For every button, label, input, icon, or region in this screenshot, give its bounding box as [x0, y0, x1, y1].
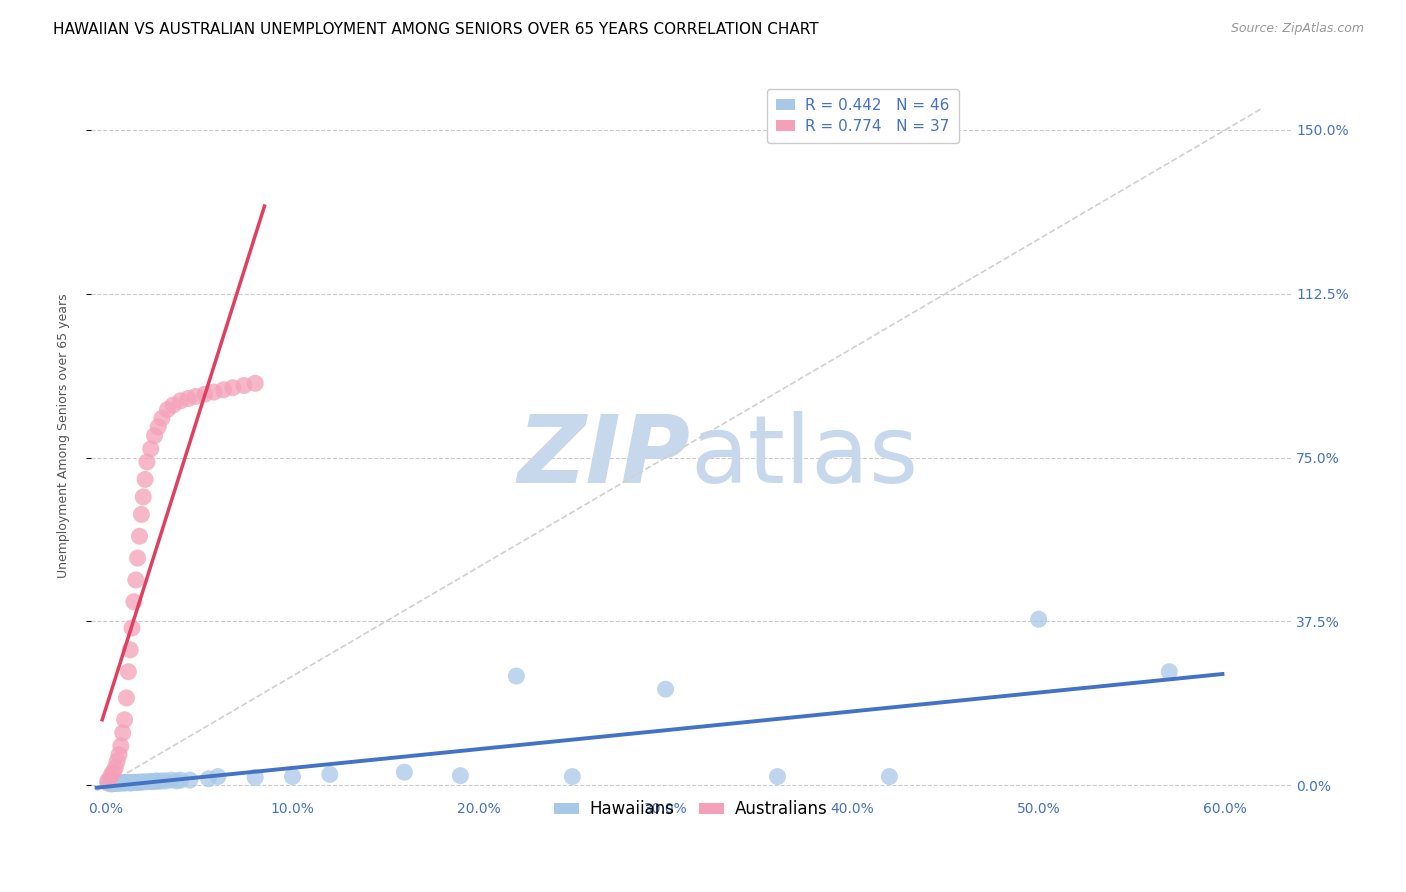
Point	[449, 769, 471, 783]
Point	[561, 770, 583, 784]
Point	[122, 775, 145, 789]
Point	[114, 713, 136, 727]
Text: HAWAIIAN VS AUSTRALIAN UNEMPLOYMENT AMONG SENIORS OVER 65 YEARS CORRELATION CHAR: HAWAIIAN VS AUSTRALIAN UNEMPLOYMENT AMON…	[53, 22, 820, 37]
Point	[766, 770, 789, 784]
Point	[150, 411, 173, 425]
Point	[146, 774, 169, 789]
Point	[222, 381, 245, 395]
Point	[177, 392, 200, 406]
Point	[131, 508, 153, 522]
Point	[104, 776, 127, 790]
Point	[122, 595, 145, 609]
Point	[108, 747, 131, 762]
Point	[131, 775, 153, 789]
Point	[184, 389, 207, 403]
Point	[100, 777, 122, 791]
Point	[108, 776, 131, 790]
Point	[1028, 612, 1050, 626]
Text: atlas: atlas	[690, 411, 920, 503]
Point	[104, 775, 127, 789]
Legend: Hawaiians, Australians: Hawaiians, Australians	[548, 794, 834, 825]
Point	[98, 776, 121, 790]
Y-axis label: Unemployment Among Seniors over 65 years: Unemployment Among Seniors over 65 years	[58, 293, 70, 578]
Point	[97, 776, 120, 790]
Point	[243, 376, 266, 391]
Point	[121, 621, 143, 635]
Point	[132, 774, 155, 789]
Point	[166, 773, 188, 788]
Point	[505, 669, 527, 683]
Point	[121, 775, 143, 789]
Point	[156, 402, 179, 417]
Point	[281, 770, 304, 784]
Point	[207, 770, 229, 784]
Point	[143, 428, 166, 442]
Point	[117, 665, 139, 679]
Point	[104, 761, 127, 775]
Point	[145, 773, 167, 788]
Point	[98, 772, 121, 786]
Point	[160, 773, 183, 788]
Point	[125, 775, 148, 789]
Point	[105, 776, 128, 790]
Point	[114, 776, 136, 790]
Point	[150, 773, 173, 788]
Point	[115, 690, 138, 705]
Point	[136, 774, 159, 789]
Point	[212, 383, 235, 397]
Point	[155, 773, 177, 788]
Point	[110, 776, 132, 790]
Point	[202, 385, 225, 400]
Point	[139, 442, 162, 456]
Text: Source: ZipAtlas.com: Source: ZipAtlas.com	[1230, 22, 1364, 36]
Point	[319, 767, 342, 781]
Point	[233, 378, 256, 392]
Point	[103, 776, 125, 790]
Point	[197, 772, 219, 786]
Point	[111, 726, 134, 740]
Point	[194, 387, 217, 401]
Point	[243, 771, 266, 785]
Text: ZIP: ZIP	[517, 411, 690, 503]
Point	[179, 773, 201, 788]
Point	[169, 393, 191, 408]
Point	[105, 754, 128, 768]
Point	[125, 573, 148, 587]
Point	[879, 770, 901, 784]
Point	[654, 682, 676, 697]
Point	[132, 490, 155, 504]
Point	[146, 420, 169, 434]
Point	[162, 398, 184, 412]
Point	[111, 775, 134, 789]
Point	[127, 775, 149, 789]
Point	[100, 767, 122, 781]
Point	[169, 773, 191, 788]
Point	[128, 529, 150, 543]
Point	[103, 765, 125, 780]
Point	[127, 551, 149, 566]
Point	[115, 775, 138, 789]
Point	[142, 774, 165, 789]
Point	[139, 774, 162, 789]
Point	[1159, 665, 1181, 679]
Point	[394, 765, 416, 780]
Point	[134, 472, 156, 486]
Point	[97, 773, 120, 788]
Point	[136, 455, 159, 469]
Point	[110, 739, 132, 753]
Point	[120, 776, 142, 790]
Point	[128, 775, 150, 789]
Point	[120, 643, 142, 657]
Point	[117, 775, 139, 789]
